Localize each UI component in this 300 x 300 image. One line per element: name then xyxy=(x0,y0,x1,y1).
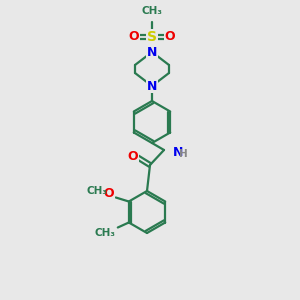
Text: CH₃: CH₃ xyxy=(142,6,163,16)
Text: O: O xyxy=(129,31,139,44)
Text: N: N xyxy=(147,80,157,92)
Text: N: N xyxy=(173,146,183,158)
Text: CH₃: CH₃ xyxy=(94,229,115,238)
Text: H: H xyxy=(179,149,188,159)
Text: CH₃: CH₃ xyxy=(86,185,107,196)
Text: O: O xyxy=(103,187,114,200)
Text: O: O xyxy=(128,149,138,163)
Text: N: N xyxy=(147,46,157,59)
Text: O: O xyxy=(165,31,175,44)
Text: S: S xyxy=(147,30,157,44)
